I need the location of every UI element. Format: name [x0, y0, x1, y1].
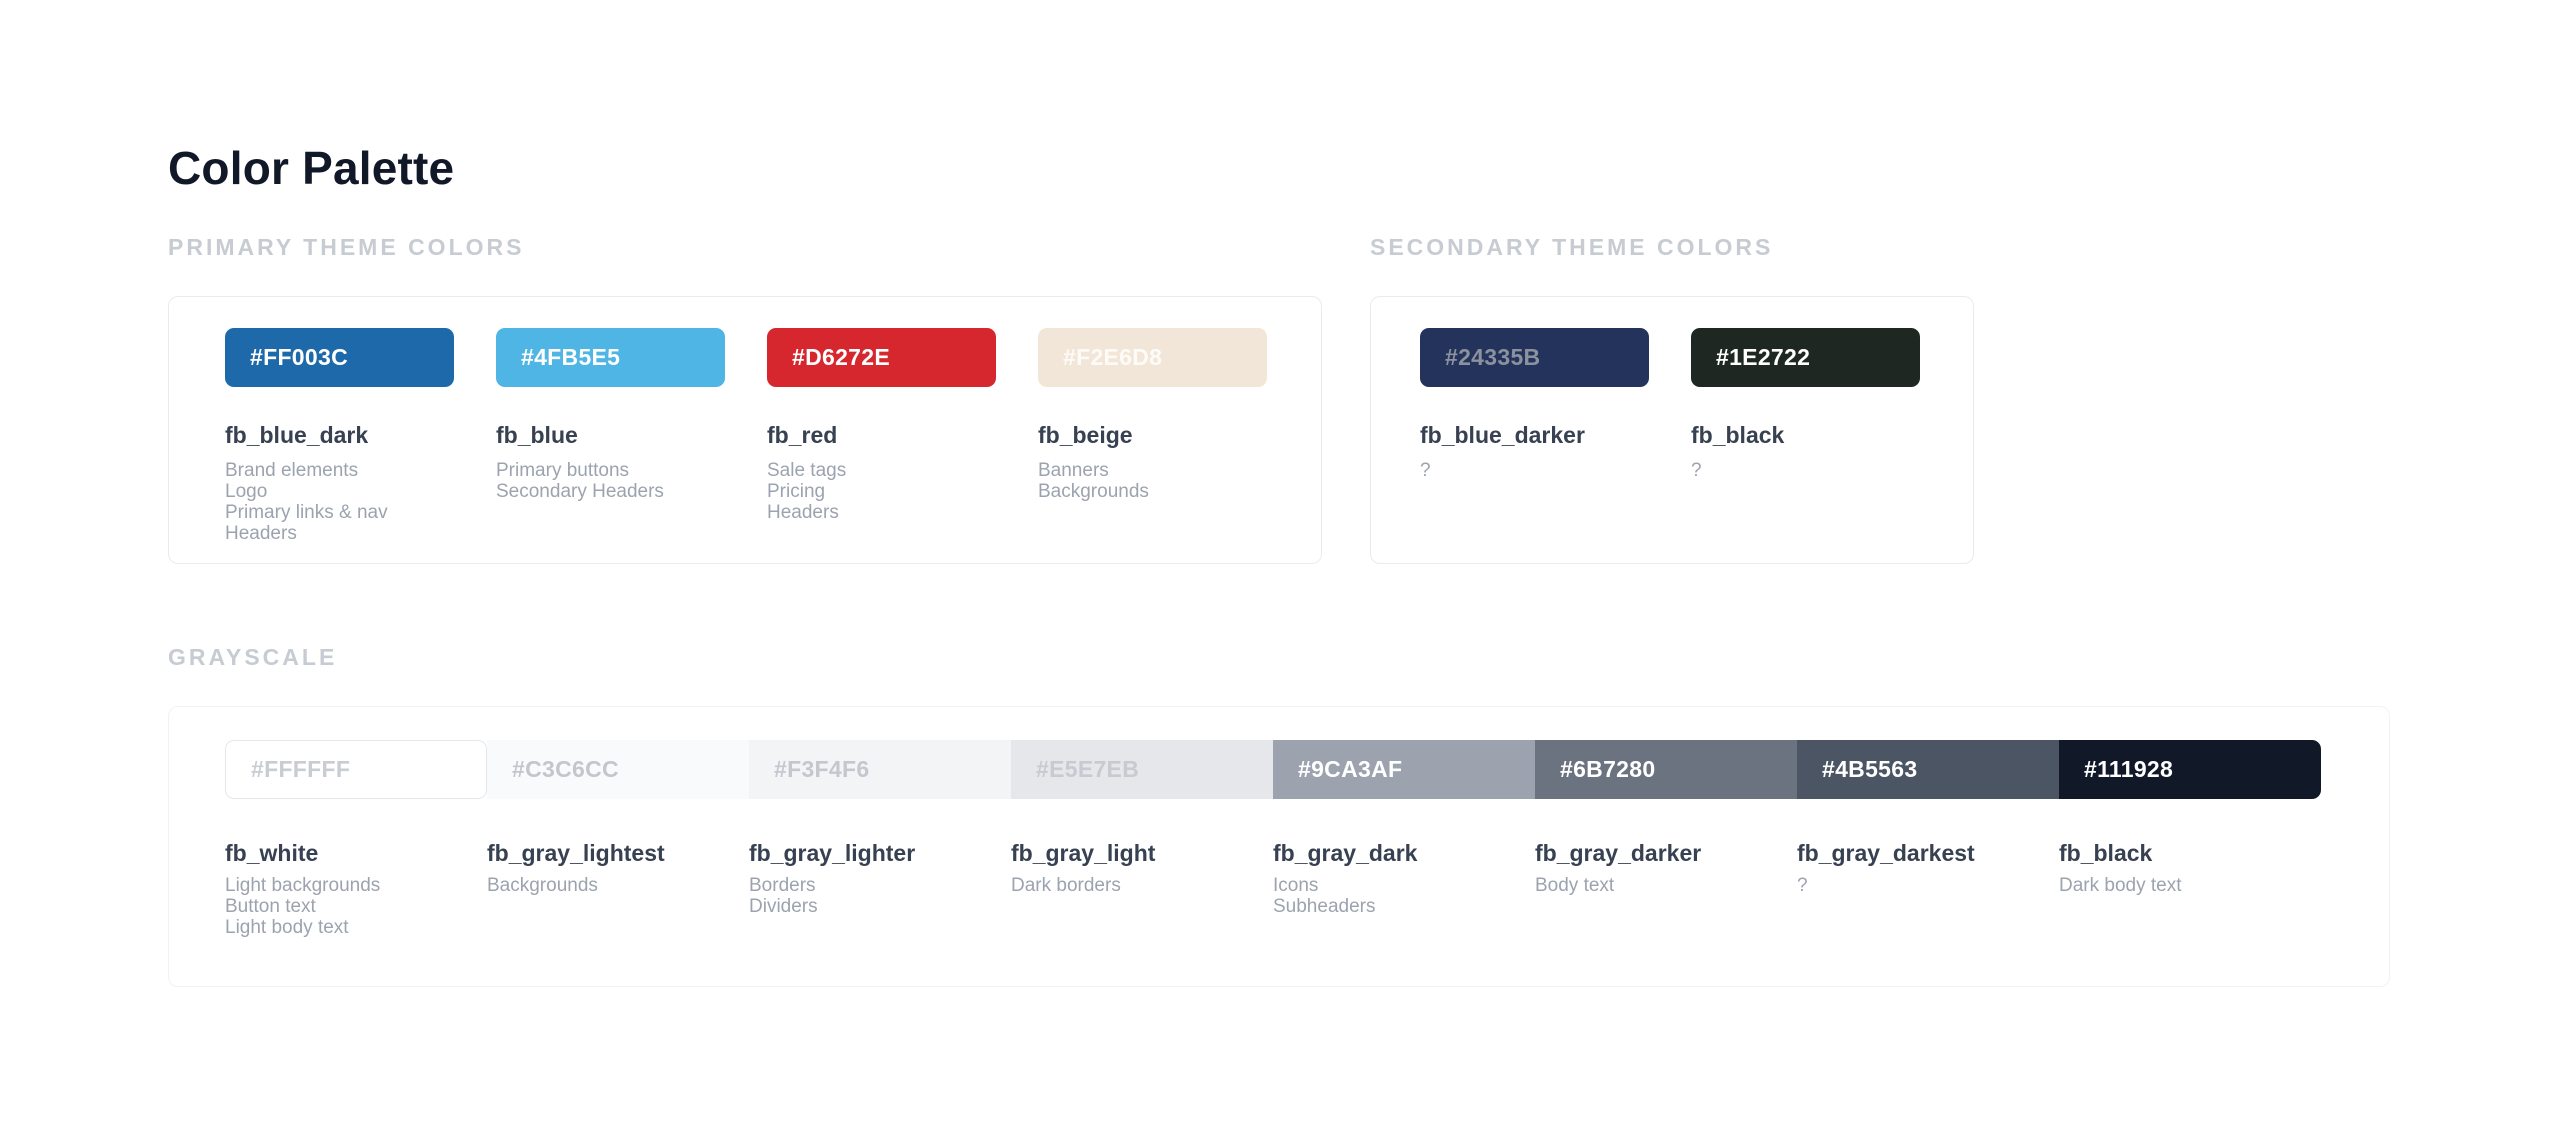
- swatch-column-fb-gray-lighter: fb_gray_lighter Borders Dividers: [749, 799, 1011, 938]
- color-swatch-fb-blue: #4FB5E5: [496, 328, 725, 387]
- grayscale-strip: #FFFFFF #C3C6CC #F3F4F6 #E5E7EB #9CA3AF …: [225, 740, 2321, 799]
- swatch-name: fb_gray_darker: [1535, 840, 1702, 866]
- swatch-uses: Dark borders: [1011, 875, 1121, 896]
- swatch-uses: Sale tags Pricing Headers: [767, 460, 847, 523]
- primary-theme-heading: PRIMARY THEME COLORS: [168, 234, 525, 260]
- swatch-uses: Dark body text: [2059, 875, 2182, 896]
- swatch-column-fb-white: fb_white Light backgrounds Button text L…: [225, 799, 487, 938]
- swatch-hex-label: #FF003C: [250, 344, 348, 370]
- swatch-column-fb-beige: #F2E6D8 fb_beige Banners Backgrounds: [1038, 328, 1267, 544]
- swatch-column-fb-blue-darker: #24335B fb_blue_darker ?: [1420, 328, 1691, 481]
- swatch-hex-label: #F2E6D8: [1063, 344, 1163, 370]
- swatch-uses: ?: [1420, 460, 1431, 481]
- primary-theme-card: #FF003C fb_blue_dark Brand elements Logo…: [168, 296, 1322, 564]
- color-swatch-fb-beige: #F2E6D8: [1038, 328, 1267, 387]
- color-swatch-fb-blue-dark: #FF003C: [225, 328, 454, 387]
- color-swatch-fb-gray-dark: #9CA3AF: [1273, 740, 1535, 799]
- swatch-name: fb_gray_lightest: [487, 840, 665, 866]
- swatch-uses: ?: [1691, 460, 1702, 481]
- primary-theme-section: PRIMARY THEME COLORS #FF003C fb_blue_dar…: [168, 233, 1322, 564]
- color-swatch-fb-red: #D6272E: [767, 328, 996, 387]
- color-swatch-fb-white: #FFFFFF: [225, 740, 487, 799]
- grayscale-section: GRAYSCALE #FFFFFF #C3C6CC #F3F4F6 #E5E7E…: [168, 643, 2390, 987]
- swatch-uses: Body text: [1535, 875, 1615, 896]
- swatch-hex-label: #4FB5E5: [521, 344, 621, 370]
- swatch-column-fb-red: #D6272E fb_red Sale tags Pricing Headers: [767, 328, 1038, 544]
- grayscale-card: #FFFFFF #C3C6CC #F3F4F6 #E5E7EB #9CA3AF …: [168, 706, 2390, 987]
- swatch-uses: Light backgrounds Button text Light body…: [225, 875, 381, 938]
- swatch-name: fb_gray_lighter: [749, 840, 916, 866]
- color-swatch-fb-blue-darker: #24335B: [1420, 328, 1649, 387]
- grayscale-heading: GRAYSCALE: [168, 644, 338, 670]
- swatch-column-fb-gray-dark: fb_gray_dark Icons Subheaders: [1273, 799, 1535, 938]
- swatch-hex-label: #D6272E: [792, 344, 891, 370]
- page-title: Color Palette: [168, 141, 455, 194]
- swatch-column-fb-gray-lightest: fb_gray_lightest Backgrounds: [487, 799, 749, 938]
- color-swatch-fb-gray-darker: #6B7280: [1535, 740, 1797, 799]
- swatch-column-fb-black-gray: fb_black Dark body text: [2059, 799, 2321, 938]
- swatch-uses: Borders Dividers: [749, 875, 818, 917]
- swatch-name: fb_white: [225, 840, 319, 866]
- swatch-uses: Icons Subheaders: [1273, 875, 1376, 917]
- swatch-name: fb_black: [1691, 422, 1785, 448]
- swatch-name: fb_beige: [1038, 422, 1133, 448]
- swatch-hex-label: #F3F4F6: [774, 756, 870, 782]
- swatch-uses: Backgrounds: [487, 875, 598, 896]
- swatch-column-fb-blue: #4FB5E5 fb_blue Primary buttons Secondar…: [496, 328, 767, 544]
- swatch-hex-label: #24335B: [1445, 344, 1541, 370]
- swatch-hex-label: #6B7280: [1560, 756, 1656, 782]
- color-swatch-fb-gray-lighter: #F3F4F6: [749, 740, 1011, 799]
- swatch-hex-label: #4B5563: [1822, 756, 1918, 782]
- swatch-hex-label: #FFFFFF: [251, 756, 351, 782]
- swatch-column-fb-gray-light: fb_gray_light Dark borders: [1011, 799, 1273, 938]
- swatch-column-fb-black: #1E2722 fb_black ?: [1691, 328, 1920, 481]
- secondary-theme-heading: SECONDARY THEME COLORS: [1370, 234, 1774, 260]
- swatch-hex-label: #111928: [2084, 756, 2174, 782]
- swatch-hex-label: #C3C6CC: [512, 756, 619, 782]
- color-swatch-fb-black: #1E2722: [1691, 328, 1920, 387]
- swatch-uses: Brand elements Logo Primary links & nav …: [225, 460, 388, 544]
- swatch-name: fb_gray_dark: [1273, 840, 1418, 866]
- swatch-name: fb_gray_darkest: [1797, 840, 1975, 866]
- swatch-hex-label: #1E2722: [1716, 344, 1811, 370]
- color-swatch-fb-gray-light: #E5E7EB: [1011, 740, 1273, 799]
- swatch-uses: Primary buttons Secondary Headers: [496, 460, 664, 502]
- swatch-column-fb-blue-dark: #FF003C fb_blue_dark Brand elements Logo…: [225, 328, 496, 544]
- swatch-hex-label: #E5E7EB: [1036, 756, 1140, 782]
- swatch-name: fb_gray_light: [1011, 840, 1156, 866]
- swatch-name: fb_blue: [496, 422, 578, 448]
- swatch-name: fb_red: [767, 422, 838, 448]
- color-swatch-fb-black-gray: #111928: [2059, 740, 2321, 799]
- swatch-uses: ?: [1797, 875, 1808, 896]
- color-swatch-fb-gray-darkest: #4B5563: [1797, 740, 2059, 799]
- swatch-name: fb_blue_darker: [1420, 422, 1585, 448]
- secondary-theme-card: #24335B fb_blue_darker ? #1E2722 fb_blac…: [1370, 296, 1974, 564]
- color-swatch-fb-gray-lightest: #C3C6CC: [487, 740, 749, 799]
- swatch-hex-label: #9CA3AF: [1298, 756, 1403, 782]
- swatch-name: fb_black: [2059, 840, 2153, 866]
- swatch-uses: Banners Backgrounds: [1038, 460, 1149, 502]
- grayscale-labels: fb_white Light backgrounds Button text L…: [225, 799, 2321, 938]
- swatch-column-fb-gray-darkest: fb_gray_darkest ?: [1797, 799, 2059, 938]
- swatch-column-fb-gray-darker: fb_gray_darker Body text: [1535, 799, 1797, 938]
- secondary-theme-section: SECONDARY THEME COLORS #24335B fb_blue_d…: [1370, 233, 1974, 564]
- swatch-name: fb_blue_dark: [225, 422, 369, 448]
